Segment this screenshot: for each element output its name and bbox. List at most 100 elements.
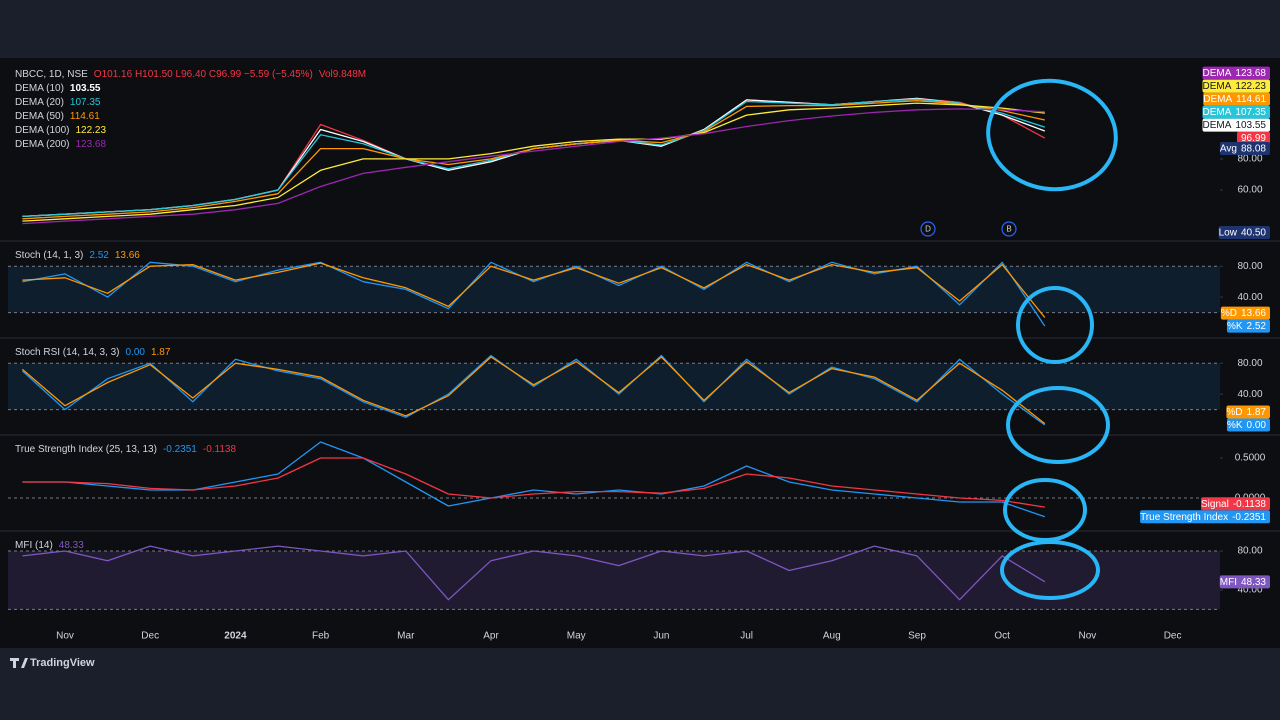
y-tick-label: 40.00 [1237, 585, 1262, 596]
value-tag-value: -0.2351 [1232, 511, 1266, 522]
event-badge [1001, 221, 1017, 237]
chart-background [0, 58, 1280, 648]
value-tag-text: %D 1.87 [1226, 407, 1266, 418]
value-tag-value: 13.66 [1241, 308, 1266, 319]
series-line [21, 356, 1046, 425]
panel-title: Stoch (14, 1, 3) [15, 250, 83, 261]
value-tag-name: True Strength Index [1140, 511, 1228, 522]
x-tick-label: Aug [823, 631, 841, 642]
y-tick-label: 60.00 [1237, 185, 1262, 196]
panel-title: MFI (14) [15, 540, 53, 551]
legend-name: DEMA (200) [15, 139, 69, 150]
value-tag: True Strength Index -0.2351 [1140, 510, 1270, 524]
value-tag: DEMA 122.23 [1202, 79, 1270, 93]
value-tag-value: 114.61 [1236, 94, 1266, 105]
legend-value: 122.23 [75, 125, 106, 136]
legend-name: DEMA (100) [15, 125, 69, 136]
value-tag: %K 2.52 [1226, 319, 1270, 333]
y-tick-label: 0.5000 [1235, 453, 1266, 464]
value-tag: DEMA 107.35 [1202, 105, 1270, 119]
annotation-circle [1006, 386, 1110, 464]
value-tag-box [1202, 105, 1270, 119]
value-tag-box [1226, 319, 1270, 333]
value-tag-text: Avg 88.08 [1220, 143, 1267, 154]
level-band [8, 363, 1220, 410]
x-tick-label: 2024 [224, 631, 247, 642]
value-tag-text: True Strength Index -0.2351 [1140, 511, 1266, 522]
legend-row: NBCC, 1D, NSE O101.16 H101.50 L96.40 C96.… [15, 69, 366, 80]
x-tick-label: Nov [1079, 631, 1097, 642]
value-tag-box [1219, 142, 1270, 156]
value-tag: %D 1.87 [1226, 405, 1270, 419]
header-value: 0.00 [126, 347, 146, 358]
value-tag-value: 88.08 [1241, 143, 1266, 154]
header-value: -0.1138 [203, 444, 237, 455]
value-tag-text: 96.99 [1241, 133, 1266, 144]
panel-header: MFI (14) 48.33 [15, 540, 84, 551]
y-tick-label: 80.00 [1237, 154, 1262, 165]
value-tag: 96.99 [1236, 131, 1270, 145]
value-tag-name: DEMA [1203, 81, 1232, 92]
legend-row: DEMA (50) 114.61 [15, 111, 100, 122]
value-tag-name: %D [1221, 308, 1237, 319]
panel-title: True Strength Index (25, 13, 13) [15, 444, 157, 455]
series-line [22, 100, 1045, 220]
header-value: 48.33 [59, 540, 84, 551]
annotation-circle [1016, 286, 1094, 364]
value-tag: Signal -0.1138 [1201, 497, 1270, 511]
annotation-circle [986, 78, 1118, 192]
annotations [986, 78, 1118, 600]
series-line [21, 354, 1046, 426]
y-tick-label: 80.00 [1237, 358, 1262, 369]
value-tag-value: 122.23 [1235, 81, 1266, 92]
brand-logo [10, 658, 28, 668]
header-value: 2.52 [89, 250, 109, 261]
value-tag-box [1226, 405, 1270, 419]
series-line [22, 545, 1046, 601]
value-tag-text: MFI 48.33 [1220, 576, 1267, 587]
x-tick-label: Nov [56, 631, 74, 642]
value-tag-box [1236, 131, 1270, 145]
value-tag-text: %K 0.00 [1227, 420, 1266, 431]
legend-name: NBCC, 1D, NSE [15, 69, 88, 80]
value-tag-box [1202, 66, 1270, 80]
value-tag-box [1140, 510, 1270, 524]
legend-row: DEMA (200) 123.68 [15, 139, 106, 150]
legend-row: DEMA (100) 122.23 [15, 125, 106, 136]
value-tag-value: 0.00 [1247, 420, 1267, 431]
value-tag: %K 0.00 [1226, 418, 1270, 432]
x-tick-label: May [567, 631, 586, 642]
panel-header: Stoch (14, 1, 3) 2.52 13.66 [15, 250, 140, 261]
x-tick-label: Mar [397, 631, 415, 642]
value-tag-name: DEMA [1203, 120, 1232, 131]
value-tag-value: 2.52 [1247, 321, 1267, 332]
x-tick-label: Apr [483, 631, 499, 642]
legend-value: 123.68 [75, 139, 106, 150]
series-line [22, 261, 1046, 327]
value-tag-text: Low 40.50 [1219, 227, 1267, 238]
event-badge [920, 221, 936, 237]
y-tick-label: 40.00 [1237, 292, 1262, 303]
header-value: -0.2351 [163, 444, 197, 455]
value-tag-box [1218, 226, 1270, 240]
x-tick-label: Jul [740, 631, 753, 642]
series-line [22, 262, 1046, 318]
value-tag-value: -0.1138 [1233, 498, 1267, 509]
x-tick-label: Sep [908, 631, 926, 642]
panel-title: Stoch RSI (14, 14, 3, 3) [15, 347, 120, 358]
brand-name: TradingView [30, 657, 95, 669]
value-tag-name: MFI [1220, 576, 1237, 587]
value-tag-text: Signal -0.1138 [1201, 498, 1266, 509]
x-tick-label: Dec [1164, 631, 1182, 642]
annotation-circle [1000, 540, 1100, 600]
value-tag-name: Signal [1201, 498, 1229, 509]
legend-name: DEMA (10) [15, 83, 64, 94]
legend-name: DEMA (20) [15, 97, 64, 108]
value-tag-name: DEMA [1203, 94, 1232, 105]
value-tag-name: Avg [1220, 143, 1237, 154]
legend-value: 114.61 [70, 111, 100, 122]
value-tag-text: DEMA 114.61 [1203, 94, 1266, 105]
level-band [8, 551, 1220, 610]
value-tag-value: 48.33 [1241, 576, 1266, 587]
x-tick-label: Oct [994, 631, 1010, 642]
